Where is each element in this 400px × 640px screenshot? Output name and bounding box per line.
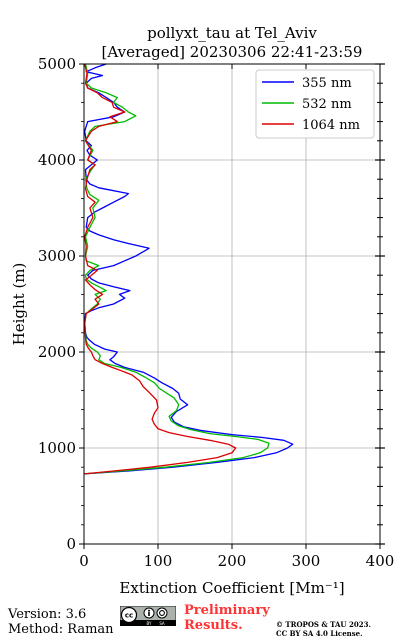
cc-by-sa-license-badge: cc BY SA xyxy=(120,606,176,626)
y-axis-label: Height (m) xyxy=(10,263,28,346)
version-label: Version: 3.6 xyxy=(8,607,87,622)
y-tick-label: 2000 xyxy=(38,343,76,361)
chart-title: pollyxt_tau at Tel_Aviv xyxy=(147,24,317,42)
legend-entry-label: 1064 nm xyxy=(302,118,360,133)
extinction-profile-chart: pollyxt_tau at Tel_Aviv [Averaged] 20230… xyxy=(10,24,394,597)
copyright-note: © TROPOS & TAU 2023. CC BY SA 4.0 Licens… xyxy=(276,620,371,638)
y-tick-label: 4000 xyxy=(38,151,76,169)
series-line-1064-nm xyxy=(83,63,237,475)
svg-text:cc: cc xyxy=(125,612,133,620)
copyright-line-2: CC BY SA 4.0 License. xyxy=(276,629,363,638)
preliminary-line-2: Results. xyxy=(184,618,243,633)
y-tick-label: 3000 xyxy=(38,247,76,265)
axis-ticks xyxy=(79,63,385,549)
x-tick-label: 300 xyxy=(292,552,321,570)
copyright-line-1: © TROPOS & TAU 2023. xyxy=(276,620,371,629)
chart-subtitle: [Averaged] 20230306 22:41-23:59 xyxy=(102,43,363,61)
series-line-355-nm xyxy=(83,63,294,475)
svg-text:BY: BY xyxy=(147,621,153,626)
y-tick-label: 5000 xyxy=(38,55,76,73)
legend: 355 nm 532 nm 1064 nm xyxy=(255,69,375,139)
y-tick-label: 0 xyxy=(66,535,76,553)
y-tick-labels: 0 1000 2000 3000 4000 5000 xyxy=(38,55,76,553)
preliminary-line-1: Preliminary xyxy=(184,603,270,618)
svg-text:SA: SA xyxy=(159,621,165,626)
legend-entry-label: 355 nm xyxy=(302,76,352,91)
x-axis-label: Extinction Coefficient [Mm⁻¹] xyxy=(119,579,344,597)
x-tick-labels: 0 100 200 300 400 xyxy=(79,552,394,570)
legend-entry-label: 532 nm xyxy=(302,97,352,112)
series-layer xyxy=(83,63,294,475)
legend-box xyxy=(255,69,375,139)
x-tick-label: 200 xyxy=(218,552,247,570)
x-tick-label: 100 xyxy=(144,552,173,570)
x-tick-label: 0 xyxy=(79,552,89,570)
x-tick-label: 400 xyxy=(366,552,395,570)
method-label: Method: Raman xyxy=(8,622,114,637)
preliminary-results-note: Preliminary Results. xyxy=(184,603,270,633)
y-tick-label: 1000 xyxy=(38,439,76,457)
